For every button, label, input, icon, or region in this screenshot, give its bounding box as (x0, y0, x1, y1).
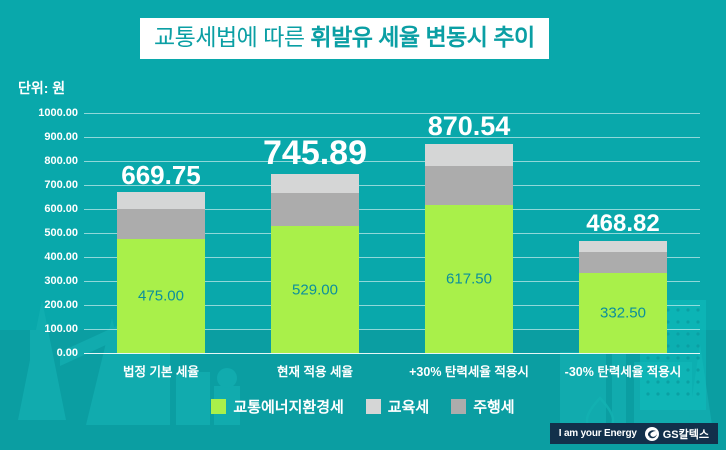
bar-segment[interactable]: 332.50 (579, 273, 667, 353)
gridline (84, 185, 700, 186)
x-axis-category-label: -30% 탄력세율 적용시 (564, 365, 682, 379)
chart-plot-area: 475.00 669.75 법정 기본 세율 529.00 745.89 현재 적용 세율… (38, 107, 700, 379)
x-axis-category-label: 현재 적용 세율 (277, 365, 353, 379)
y-axis-tick-label: 300.00 (44, 275, 78, 287)
x-axis-category-label: +30% 탄력세율 적용시 (409, 365, 529, 379)
bar-segment[interactable] (425, 166, 513, 205)
brand-slogan: I am your Energy (558, 428, 637, 439)
bar-total-label: 870.54 (427, 111, 511, 142)
gridline (84, 353, 700, 354)
bar-segment[interactable]: 529.00 (271, 226, 359, 353)
bar-segment[interactable] (579, 240, 667, 253)
legend-swatch (365, 399, 381, 414)
x-axis-category-label: 법정 기본 세율 (123, 365, 199, 379)
bar-segment[interactable] (425, 144, 513, 167)
bar-stack[interactable]: 617.50 (425, 144, 513, 353)
legend-swatch (211, 399, 227, 414)
bar-segment[interactable] (117, 192, 205, 210)
legend-label: 교통에너지환경세 (233, 399, 344, 416)
page-title-light: 교통세법에 따른 (154, 24, 311, 50)
y-axis-tick-label: 700.00 (44, 179, 78, 191)
bar-segment[interactable] (271, 193, 359, 227)
y-axis-tick-label: 200.00 (44, 299, 78, 311)
bar-segment-value: 332.50 (600, 304, 646, 322)
bar-stack[interactable]: 529.00 (271, 174, 359, 353)
bar-group[interactable]: 475.00 669.75 법정 기본 세율 (117, 113, 205, 379)
chart-legend: 교통에너지환경세 교육세 주행세 (0, 396, 726, 417)
bar-group[interactable]: 529.00 745.89 현재 적용 세율 (263, 113, 367, 379)
gs-logo: GS칼텍스 (644, 426, 709, 442)
bar-segment[interactable]: 475.00 (117, 239, 205, 353)
legend-item[interactable]: 교통에너지환경세 (211, 396, 344, 417)
bar-segment[interactable] (117, 209, 205, 239)
y-axis-tick-label: 0.00 (56, 347, 78, 359)
gridline (84, 113, 700, 114)
bar-segment[interactable] (579, 252, 667, 274)
bar-group[interactable]: 332.50 468.82 -30% 탄력세율 적용시 (565, 113, 682, 379)
unit-label: 단위: 원 (18, 80, 66, 96)
y-axis-tick-label: 100.00 (44, 323, 78, 335)
bar-segment-value: 475.00 (138, 287, 184, 305)
gs-brand-text: GS칼텍스 (662, 428, 709, 441)
y-axis-tick-label: 400.00 (44, 251, 78, 263)
gridline (84, 161, 700, 162)
bar-segment[interactable]: 617.50 (425, 204, 513, 353)
bar-total-label: 669.75 (121, 160, 201, 191)
legend-item[interactable]: 주행세 (451, 396, 515, 417)
gridline (84, 281, 700, 282)
legend-label: 교육세 (387, 399, 430, 416)
y-axis-tick-label: 500.00 (44, 227, 78, 239)
legend-swatch (451, 399, 467, 414)
legend-label: 주행세 (473, 399, 515, 416)
bar-segment[interactable] (271, 174, 359, 194)
y-axis-tick-label: 600.00 (44, 203, 78, 215)
bar-total-label: 468.82 (586, 210, 660, 238)
gridline (84, 257, 700, 258)
bar-total-label: 745.89 (263, 134, 367, 172)
y-axis-tick-label: 1000.00 (38, 107, 78, 119)
y-axis-tick-label: 800.00 (44, 155, 78, 167)
bar-stack[interactable]: 475.00 (117, 192, 205, 353)
y-axis-tick-label: 900.00 (44, 131, 78, 143)
bar-group[interactable]: 617.50 870.54 +30% 탄력세율 적용시 (409, 111, 529, 379)
gridline (84, 329, 700, 330)
bar-segment-value: 617.50 (446, 270, 492, 288)
gridline (84, 233, 700, 234)
chart-bars: 475.00 669.75 법정 기본 세율 529.00 745.89 현재 적용 세율… (84, 111, 700, 379)
legend-item[interactable]: 교육세 (365, 396, 430, 417)
page-title: 교통세법에 따른 휘발유 세율 변동시 추이 (140, 18, 549, 59)
chart-gridlines (84, 113, 700, 354)
page-title-bold: 휘발유 세율 변동시 추이 (310, 24, 535, 50)
bar-stack[interactable]: 332.50 (579, 240, 667, 353)
gridline (84, 137, 700, 138)
gridline (84, 305, 700, 306)
brand-footer-badge: I am your Energy GS칼텍스 (549, 423, 718, 444)
gs-swirl-icon (644, 426, 659, 441)
gridline (84, 209, 700, 210)
bar-segment-value: 529.00 (292, 281, 338, 299)
